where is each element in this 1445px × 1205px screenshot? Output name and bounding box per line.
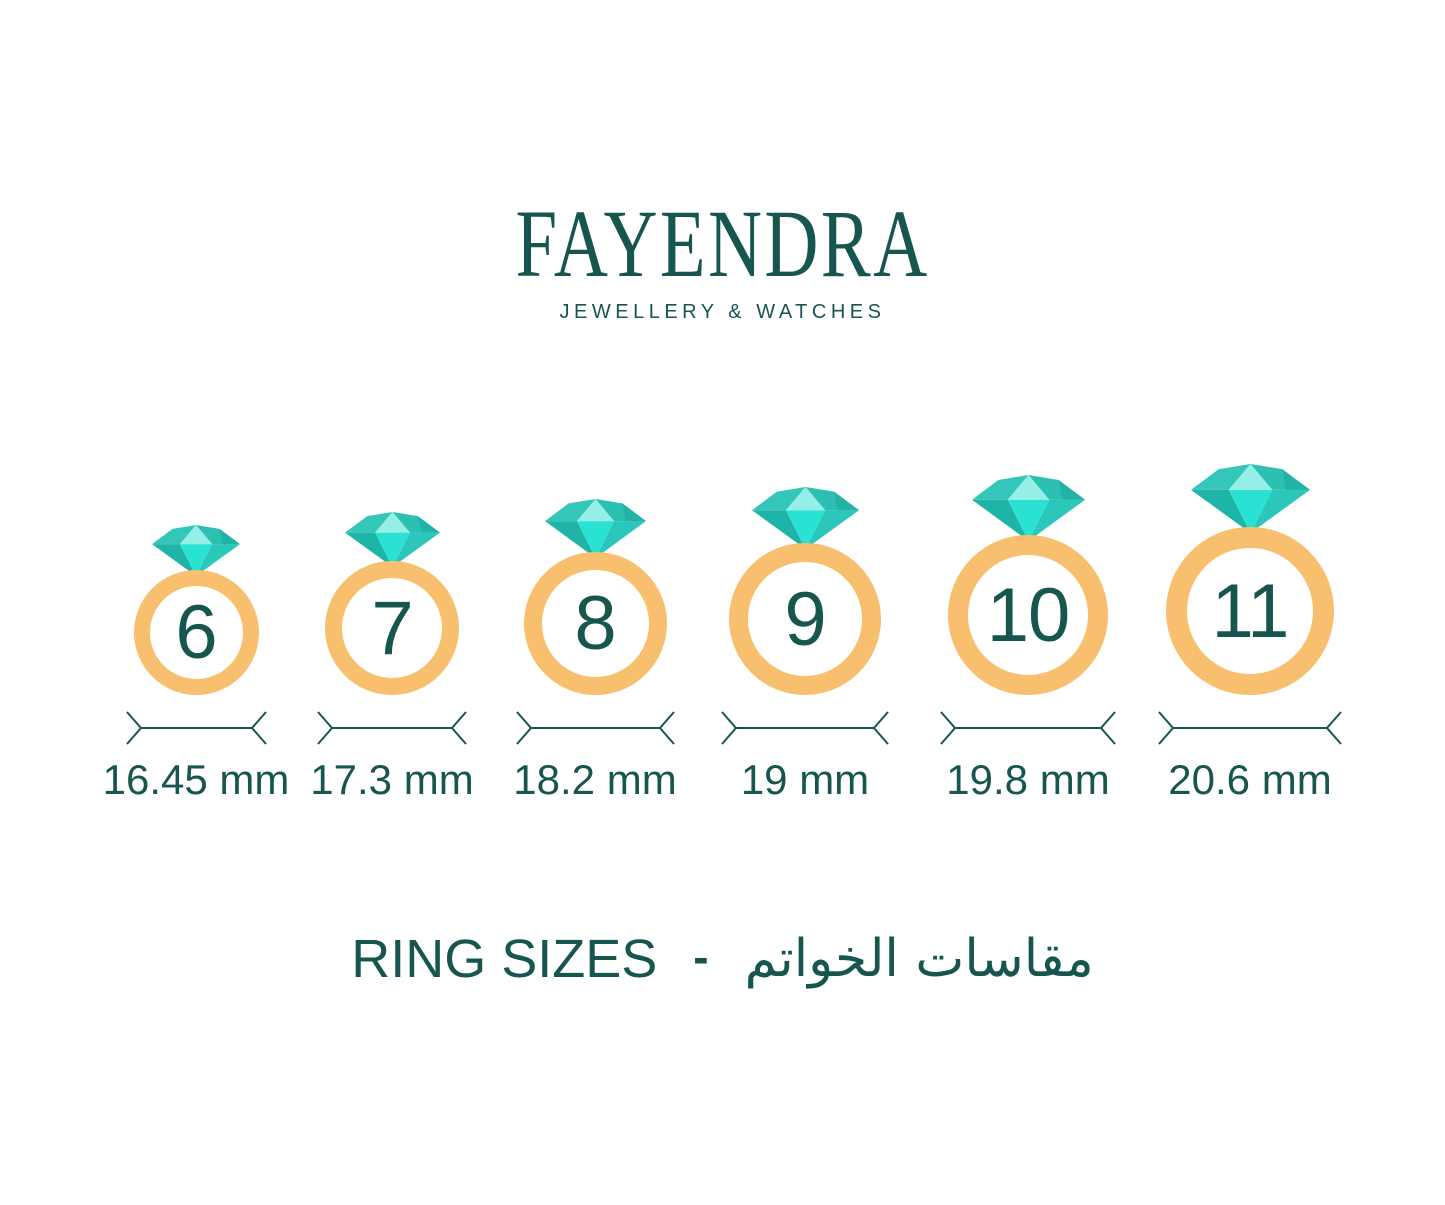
diameter-arrow-icon	[1158, 711, 1342, 745]
diamond-icon	[971, 475, 1085, 541]
ring-diameter-label: 16.45 mm	[102, 756, 290, 803]
ring-diameter-label: 17.3 mm	[310, 756, 474, 803]
diamond-icon	[152, 525, 240, 576]
ring-diameter-label: 19.8 mm	[946, 756, 1110, 803]
diameter-arrow-icon	[940, 711, 1116, 745]
ring-size-number: 8	[574, 581, 616, 666]
ring-diameter-label: 19 mm	[740, 756, 870, 803]
ring-diameter-label: 18.2 mm	[513, 756, 677, 803]
brand-tagline: JEWELLERY & WATCHES	[559, 301, 886, 323]
diameter-arrow-icon	[515, 711, 675, 745]
ring-size-number: 9	[784, 576, 826, 662]
ring-size-number: 7	[371, 585, 413, 671]
brand-logo: FAYENDRA JEWELLERY & WATCHES	[0, 196, 1445, 324]
ring-size-number: 11	[1211, 568, 1290, 654]
diameter-arrow-icon	[721, 711, 889, 745]
diamond-icon	[1190, 464, 1310, 533]
ring-size-number: 6	[175, 590, 217, 675]
ring-diameter-label: 20.6 mm	[1168, 756, 1332, 803]
brand-name: FAYENDRA	[515, 190, 930, 297]
title-separator: -	[693, 931, 709, 983]
title-arabic: مقاسات الخواتم	[744, 929, 1094, 989]
diameter-arrow-icon	[125, 711, 267, 745]
ring-sizes-title: RING SIZES - مقاسات الخواتم	[0, 928, 1445, 990]
diamond-icon	[751, 487, 859, 549]
diamond-icon	[344, 512, 440, 567]
ring-size-number: 10	[986, 572, 1071, 658]
diamond-icon	[544, 499, 646, 558]
title-english: RING SIZES	[351, 929, 658, 989]
diameter-arrow-icon	[317, 711, 467, 745]
